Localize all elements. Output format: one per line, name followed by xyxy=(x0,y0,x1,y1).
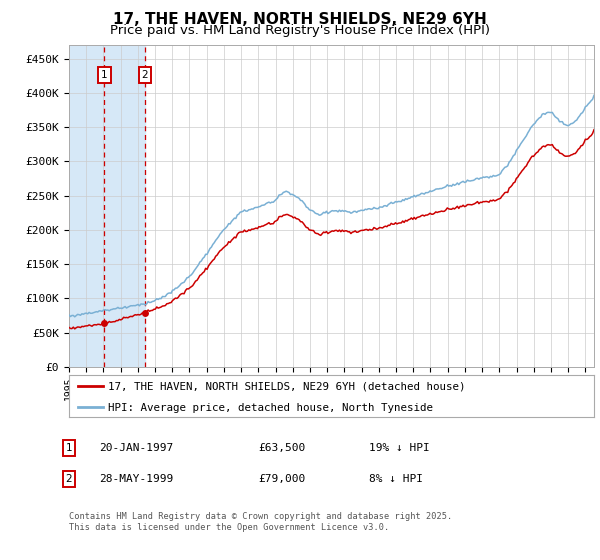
Text: Price paid vs. HM Land Registry's House Price Index (HPI): Price paid vs. HM Land Registry's House … xyxy=(110,24,490,36)
Text: 20-JAN-1997: 20-JAN-1997 xyxy=(99,443,173,453)
Text: 17, THE HAVEN, NORTH SHIELDS, NE29 6YH: 17, THE HAVEN, NORTH SHIELDS, NE29 6YH xyxy=(113,12,487,27)
Text: 19% ↓ HPI: 19% ↓ HPI xyxy=(369,443,430,453)
Bar xyxy=(69,45,104,367)
Text: 28-MAY-1999: 28-MAY-1999 xyxy=(99,474,173,484)
Text: 8% ↓ HPI: 8% ↓ HPI xyxy=(369,474,423,484)
Text: 1: 1 xyxy=(65,443,73,453)
Text: 1: 1 xyxy=(101,71,107,81)
Text: 2: 2 xyxy=(142,71,148,81)
Text: Contains HM Land Registry data © Crown copyright and database right 2025.
This d: Contains HM Land Registry data © Crown c… xyxy=(69,512,452,532)
Text: £79,000: £79,000 xyxy=(258,474,305,484)
Text: 17, THE HAVEN, NORTH SHIELDS, NE29 6YH (detached house): 17, THE HAVEN, NORTH SHIELDS, NE29 6YH (… xyxy=(109,381,466,391)
Text: HPI: Average price, detached house, North Tyneside: HPI: Average price, detached house, Nort… xyxy=(109,403,433,413)
Text: £63,500: £63,500 xyxy=(258,443,305,453)
Text: 2: 2 xyxy=(65,474,73,484)
Bar xyxy=(104,45,145,367)
